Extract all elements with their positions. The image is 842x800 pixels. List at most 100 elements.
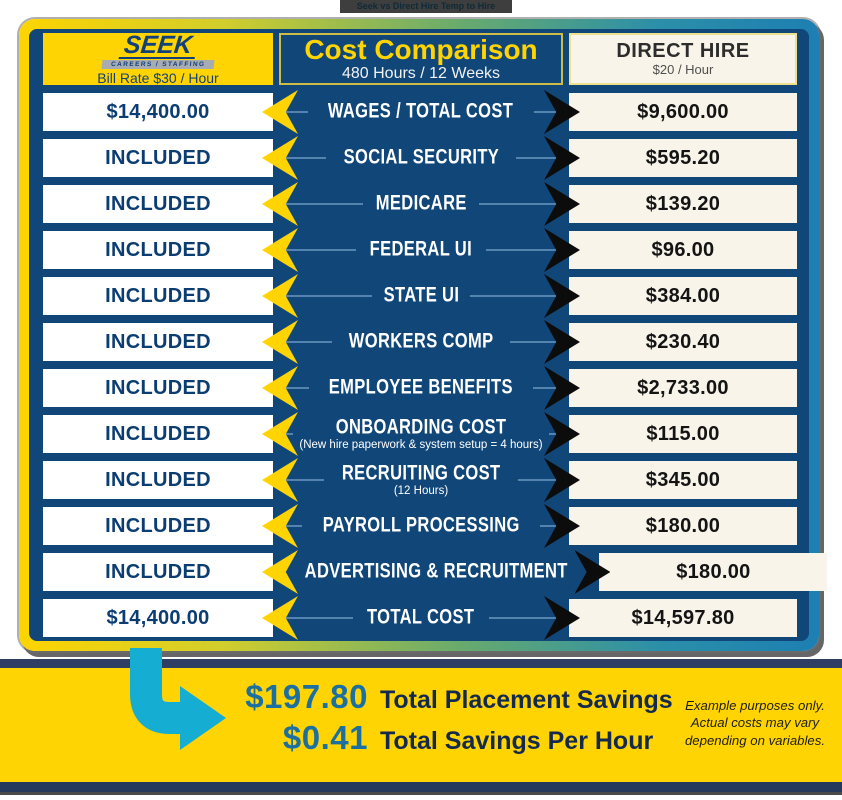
row-label: EMPLOYEE BENEFITS	[328, 375, 514, 400]
row-middle: FEDERAL UI	[262, 228, 580, 272]
row-label-group: STATE UI	[371, 283, 471, 308]
seek-value: INCLUDED	[43, 323, 273, 361]
row-label-group: MEDICARE	[362, 191, 480, 216]
table-row: $14,400.00 WAGES / TOTAL COST $9,600.00	[43, 90, 797, 134]
row-label: RECRUITING COST	[341, 461, 501, 485]
savings-amount: $0.41	[282, 719, 368, 756]
direct-hire-value: $2,733.00	[569, 369, 797, 407]
direct-hire-value: $139.20	[569, 185, 797, 223]
row-middle: PAYROLL PROCESSING	[262, 504, 580, 548]
direct-hire-value: $384.00	[569, 277, 797, 315]
direct-hire-value: $345.00	[569, 461, 797, 499]
direct-hire-column-header: DIRECT HIRE $20 / Hour	[569, 33, 797, 85]
row-middle: RECRUITING COST (12 Hours)	[262, 458, 580, 502]
chart-title: Cost Comparison	[304, 34, 538, 65]
row-label-group: ONBOARDING COST (New hire paperwork & sys…	[293, 415, 549, 451]
direct-hire-value: $14,597.80	[569, 599, 797, 637]
direct-hire-value: $9,600.00	[569, 93, 797, 131]
direct-hire-title: DIRECT HIRE	[616, 40, 750, 62]
row-label-group: FEDERAL UI	[356, 237, 486, 262]
row-label-group: SOCIAL SECURITY	[325, 145, 517, 170]
table-header-row: SEEK CAREERS / STAFFING Bill Rate $30 / …	[43, 31, 797, 86]
comparison-rows: $14,400.00 WAGES / TOTAL COST $9,600.00 INC…	[43, 90, 828, 640]
comparison-card: SEEK CAREERS / STAFFING Bill Rate $30 / …	[19, 19, 828, 651]
row-label-group: TOTAL COST	[353, 605, 489, 630]
comparison-card-body: SEEK CAREERS / STAFFING Bill Rate $30 / …	[29, 29, 828, 641]
table-row: INCLUDED ONBOARDING COST (New hire paperwo…	[43, 412, 797, 456]
row-middle: SOCIAL SECURITY	[262, 136, 580, 180]
seek-column-header: SEEK CAREERS / STAFFING Bill Rate $30 / …	[43, 31, 273, 86]
row-middle: ONBOARDING COST (New hire paperwork & sys…	[262, 412, 580, 456]
seek-value: INCLUDED	[43, 231, 273, 269]
table-row: INCLUDED PAYROLL PROCESSING $180.00	[43, 504, 797, 548]
savings-amount: $197.80	[245, 678, 368, 715]
row-label: TOTAL COST	[367, 605, 475, 630]
cost-comparison-title-box: Cost Comparison 480 Hours / 12 Weeks	[279, 33, 563, 85]
row-label-group: EMPLOYEE BENEFITS	[309, 375, 533, 400]
direct-hire-value: $180.00	[569, 507, 797, 545]
row-label-group: RECRUITING COST (12 Hours)	[323, 461, 519, 497]
row-label-group: WORKERS COMP	[331, 329, 511, 354]
direct-hire-value: $96.00	[569, 231, 797, 269]
disclaimer-note: Example purposes only. Actual costs may …	[684, 698, 826, 748]
row-label: WORKERS COMP	[348, 329, 494, 354]
table-row: INCLUDED EMPLOYEE BENEFITS $2,733.00	[43, 366, 797, 410]
direct-hire-value: $180.00	[599, 553, 828, 591]
row-label-group: WAGES / TOTAL COST	[308, 99, 534, 124]
table-row: $14,400.00 TOTAL COST $14,597.80	[43, 596, 797, 640]
curved-down-right-arrow-icon	[130, 648, 226, 750]
seek-bill-rate: Bill Rate $30 / Hour	[97, 69, 219, 86]
direct-hire-value: $115.00	[569, 415, 797, 453]
table-row: INCLUDED WORKERS COMP $230.40	[43, 320, 797, 364]
chart-subtitle: 480 Hours / 12 Weeks	[341, 65, 500, 82]
savings-band-top-border	[0, 659, 842, 668]
table-row: INCLUDED RECRUITING COST (12 Hours) $345.00	[43, 458, 797, 502]
table-row: INCLUDED MEDICARE $139.20	[43, 182, 797, 226]
seek-value: INCLUDED	[43, 415, 273, 453]
row-middle: MEDICARE	[262, 182, 580, 226]
table-row: INCLUDED SOCIAL SECURITY $595.20	[43, 136, 797, 180]
seek-value: INCLUDED	[43, 369, 273, 407]
row-label: ONBOARDING COST	[335, 415, 507, 439]
direct-hire-rate: $20 / Hour	[652, 62, 714, 77]
row-middle: TOTAL COST	[262, 596, 580, 640]
row-middle: ADVERTISING & RECRUITMENT	[262, 550, 611, 594]
savings-summary: $197.80 Total Placement Savings $0.41 Total…	[218, 679, 673, 759]
savings-label: Total Placement Savings	[380, 686, 673, 714]
row-label: PAYROLL PROCESSING	[322, 513, 520, 538]
seek-value: INCLUDED	[43, 185, 273, 223]
seek-value: INCLUDED	[43, 277, 273, 315]
seek-value: INCLUDED	[43, 139, 273, 177]
seek-value: INCLUDED	[43, 553, 273, 591]
seek-value: $14,400.00	[43, 93, 273, 131]
savings-band-bottom-border	[0, 782, 842, 792]
row-label-group: PAYROLL PROCESSING	[301, 513, 541, 538]
row-sublabel: (New hire paperwork & system setup = 4 h…	[299, 438, 543, 451]
row-middle: WAGES / TOTAL COST	[262, 90, 580, 134]
seek-value: INCLUDED	[43, 461, 273, 499]
seek-logo-tagline: CAREERS / STAFFING	[101, 59, 215, 69]
row-middle: WORKERS COMP	[262, 320, 580, 364]
row-label: MEDICARE	[375, 191, 467, 216]
row-label: ADVERTISING & RECRUITMENT	[304, 559, 568, 584]
row-label-group: ADVERTISING & RECRUITMENT	[279, 559, 594, 584]
table-row: INCLUDED FEDERAL UI $96.00	[43, 228, 797, 272]
seek-value: INCLUDED	[43, 507, 273, 545]
table-row: INCLUDED ADVERTISING & RECRUITMENT $180.00	[43, 550, 828, 594]
savings-label: Total Savings Per Hour	[380, 727, 654, 755]
row-label: SOCIAL SECURITY	[343, 145, 499, 170]
row-label: FEDERAL UI	[369, 237, 473, 262]
row-label: WAGES / TOTAL COST	[328, 99, 514, 124]
table-row: INCLUDED STATE UI $384.00	[43, 274, 797, 318]
clipped-caption: Seek vs Direct Hire Temp to Hire	[340, 0, 512, 13]
savings-band-shadow	[0, 792, 842, 795]
direct-hire-value: $230.40	[569, 323, 797, 361]
row-middle: STATE UI	[262, 274, 580, 318]
seek-logo: SEEK	[118, 31, 198, 59]
row-sublabel: (12 Hours)	[393, 484, 449, 497]
seek-value: $14,400.00	[43, 599, 273, 637]
row-label: STATE UI	[383, 283, 459, 308]
row-middle: EMPLOYEE BENEFITS	[262, 366, 580, 410]
direct-hire-value: $595.20	[569, 139, 797, 177]
